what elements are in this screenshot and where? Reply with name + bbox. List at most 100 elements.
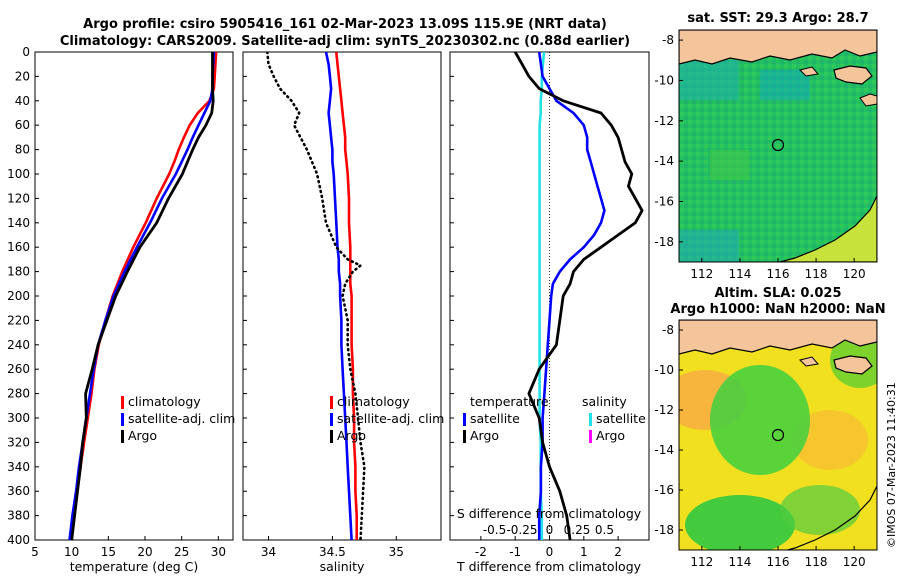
- t-argo-line: [513, 52, 644, 540]
- java-coast: [679, 30, 877, 65]
- legend-swatch-climatology: [330, 396, 333, 409]
- depth-tick-label: 380: [7, 509, 30, 523]
- sst-patch: [760, 70, 810, 100]
- difference-plot: [513, 52, 644, 540]
- legend-t-satellite: satellite: [470, 411, 520, 426]
- depth-tick-label: 120: [7, 191, 30, 205]
- map-ytick-label: -8: [662, 33, 674, 47]
- depth-tick-label: 400: [7, 533, 30, 547]
- legend-swatch-argo: [330, 430, 333, 443]
- temperature-xtick-label: 5: [31, 545, 39, 559]
- sdiff-xlabel: S difference from climatology: [457, 506, 642, 521]
- salinity-legend: climatology satellite-adj. clim Argo: [330, 394, 444, 443]
- title-line-2: Climatology: CARS2009. Satellite-adj cli…: [60, 34, 630, 49]
- depth-tick-label: 260: [7, 362, 30, 376]
- sst-map: [679, 30, 877, 262]
- legend-swatch-s-satellite: [589, 413, 592, 426]
- legend-temperature-title: temperature: [470, 394, 549, 409]
- axis-ticks: 5 10 15 20 25 3002040608010012014016018020022…: [7, 45, 622, 559]
- sla-map-ticks: 112 114 116 118 120 -8 -10 -12 -14 -16 -18: [654, 323, 865, 569]
- legend-climatology: climatology: [128, 394, 201, 409]
- map-ytick-label: -16: [654, 483, 674, 497]
- legend-satellite: satellite-adj. clim: [128, 411, 235, 426]
- sdiff-xtick-label: 0.5: [595, 523, 614, 537]
- sst-map-title: sat. SST: 29.3 Argo: 28.7: [687, 11, 868, 26]
- imos-credit: ©IMOS 07-Mar-2023 11:40:31: [885, 382, 898, 548]
- depth-tick-label: 40: [15, 94, 30, 108]
- depth-tick-label: 0: [22, 45, 30, 59]
- depth-tick-label: 220: [7, 313, 30, 327]
- map-ytick-label: -10: [654, 73, 674, 87]
- tdiff-xtick-label: 1: [580, 545, 588, 559]
- title-line-1: Argo profile: csiro 5905416_161 02-Mar-2…: [83, 17, 607, 32]
- map-xtick-label: 120: [843, 555, 866, 569]
- depth-tick-label: 340: [7, 460, 30, 474]
- argo-line: [265, 52, 366, 540]
- legend-argo: Argo: [337, 428, 366, 443]
- map-xtick-label: 112: [690, 267, 713, 281]
- map-xtick-label: 118: [805, 267, 828, 281]
- island: [799, 66, 819, 77]
- legend-swatch-s-argo: [589, 430, 592, 443]
- island: [833, 65, 873, 85]
- legend-swatch-climatology: [121, 396, 124, 409]
- temperature-xtick-label: 20: [137, 545, 152, 559]
- depth-tick-label: 160: [7, 240, 30, 254]
- temperature-xlabel: temperature (deg C): [70, 559, 199, 574]
- depth-tick-label: 180: [7, 265, 30, 279]
- map-ytick-label: -12: [654, 114, 674, 128]
- temperature-legend: climatology satellite-adj. clim Argo: [121, 394, 235, 443]
- tdiff-xlabel: T difference from climatology: [456, 559, 642, 574]
- java-coast: [679, 320, 877, 355]
- island: [859, 93, 877, 107]
- temperature-xtick-label: 25: [174, 545, 189, 559]
- map-xtick-label: 112: [690, 555, 713, 569]
- legend-climatology: climatology: [337, 394, 410, 409]
- climatology-line: [69, 52, 218, 540]
- map-xtick-label: 114: [728, 555, 751, 569]
- sst-patch: [679, 60, 739, 100]
- shelf-contour: [779, 195, 877, 262]
- sla-map-title-1: Altim. SLA: 0.025: [715, 286, 842, 301]
- sdiff-xtick-label: -0.5: [483, 523, 506, 537]
- legend-swatch-satellite: [330, 413, 333, 426]
- t-satellite-line: [537, 52, 606, 540]
- legend-swatch-t-argo: [463, 430, 466, 443]
- salinity-plot: [265, 52, 366, 540]
- depth-tick-label: 200: [7, 289, 30, 303]
- legend-s-satellite: satellite: [596, 411, 646, 426]
- depth-tick-label: 360: [7, 484, 30, 498]
- tdiff-xtick-label: 2: [614, 545, 622, 559]
- depth-tick-label: 240: [7, 338, 30, 352]
- map-xtick-label: 116: [767, 267, 790, 281]
- map-ytick-label: -18: [654, 235, 674, 249]
- depth-tick-label: 100: [7, 167, 30, 181]
- legend-satellite: satellite-adj. clim: [337, 411, 444, 426]
- map-xtick-label: 118: [805, 555, 828, 569]
- temperature-xtick-label: 15: [101, 545, 116, 559]
- legend-swatch-argo: [121, 430, 124, 443]
- depth-tick-label: 20: [15, 69, 30, 83]
- sst-patch: [679, 230, 739, 262]
- sst-patch: [710, 150, 750, 180]
- map-ytick-label: -10: [654, 363, 674, 377]
- sla-map: [679, 320, 877, 550]
- island: [833, 355, 873, 375]
- argo-marker: [771, 428, 785, 442]
- tdiff-xtick-label: 0: [546, 545, 554, 559]
- shelf-contour: [785, 485, 877, 550]
- difference-legend: temperature salinity satellite Argo sate…: [463, 394, 646, 443]
- sst-map-ticks: 112 114 116 118 120 -8 -10 -12 -14 -16 -18: [654, 33, 865, 281]
- argo-marker: [771, 138, 785, 152]
- climatology-line: [335, 52, 359, 540]
- legend-salinity-title: salinity: [582, 394, 627, 409]
- legend-swatch-satellite: [121, 413, 124, 426]
- sla-low: [685, 495, 795, 550]
- sla-low: [710, 365, 810, 475]
- legend-argo: Argo: [128, 428, 157, 443]
- map-ytick-label: -16: [654, 194, 674, 208]
- sdiff-xtick-label: 0: [546, 523, 554, 537]
- salinity-xtick-label: 34.5: [319, 545, 346, 559]
- map-xtick-label: 116: [767, 555, 790, 569]
